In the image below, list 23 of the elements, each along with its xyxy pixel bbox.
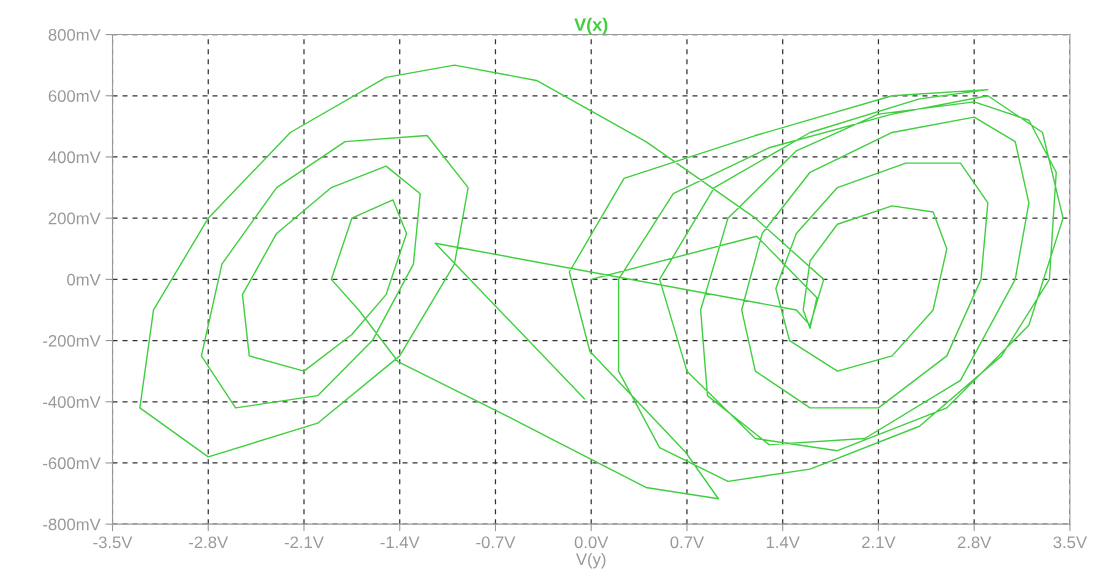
chart-title: V(x) [574, 17, 608, 35]
y-tick-label: -600mV [43, 457, 101, 470]
line-series [139, 64, 1064, 500]
y-tick-label: -400mV [43, 396, 101, 408]
y-tick-label: -200mV [43, 334, 101, 347]
x-tick-label: 2.1V [862, 536, 896, 549]
x-axis-title: V(y) [576, 552, 606, 569]
x-tick-label: -1.4V [380, 536, 420, 549]
y-tick-label: 400mV [48, 151, 101, 164]
x-tick-label: -2.1V [284, 536, 324, 549]
y-tick-label: 800mV [48, 28, 101, 41]
y-tick-label: 0mV [67, 273, 101, 286]
y-tick-label: 200mV [48, 212, 101, 225]
x-tick-label: 2.8V [957, 536, 992, 549]
x-tick-label: 1.4V [766, 536, 800, 549]
x-tick-label: -2.8V [189, 536, 229, 549]
y-tick-label: 600mV [48, 90, 101, 102]
x-tick-label: -0.7V [476, 536, 516, 549]
y-tick-label: -800mV [43, 518, 101, 531]
x-tick-label: 0.7V [670, 536, 705, 549]
x-tick-label: -3.5V [93, 536, 133, 549]
x-tick-label: 0.0V [574, 536, 609, 549]
x-tick-label: 3.5V [1053, 536, 1087, 549]
